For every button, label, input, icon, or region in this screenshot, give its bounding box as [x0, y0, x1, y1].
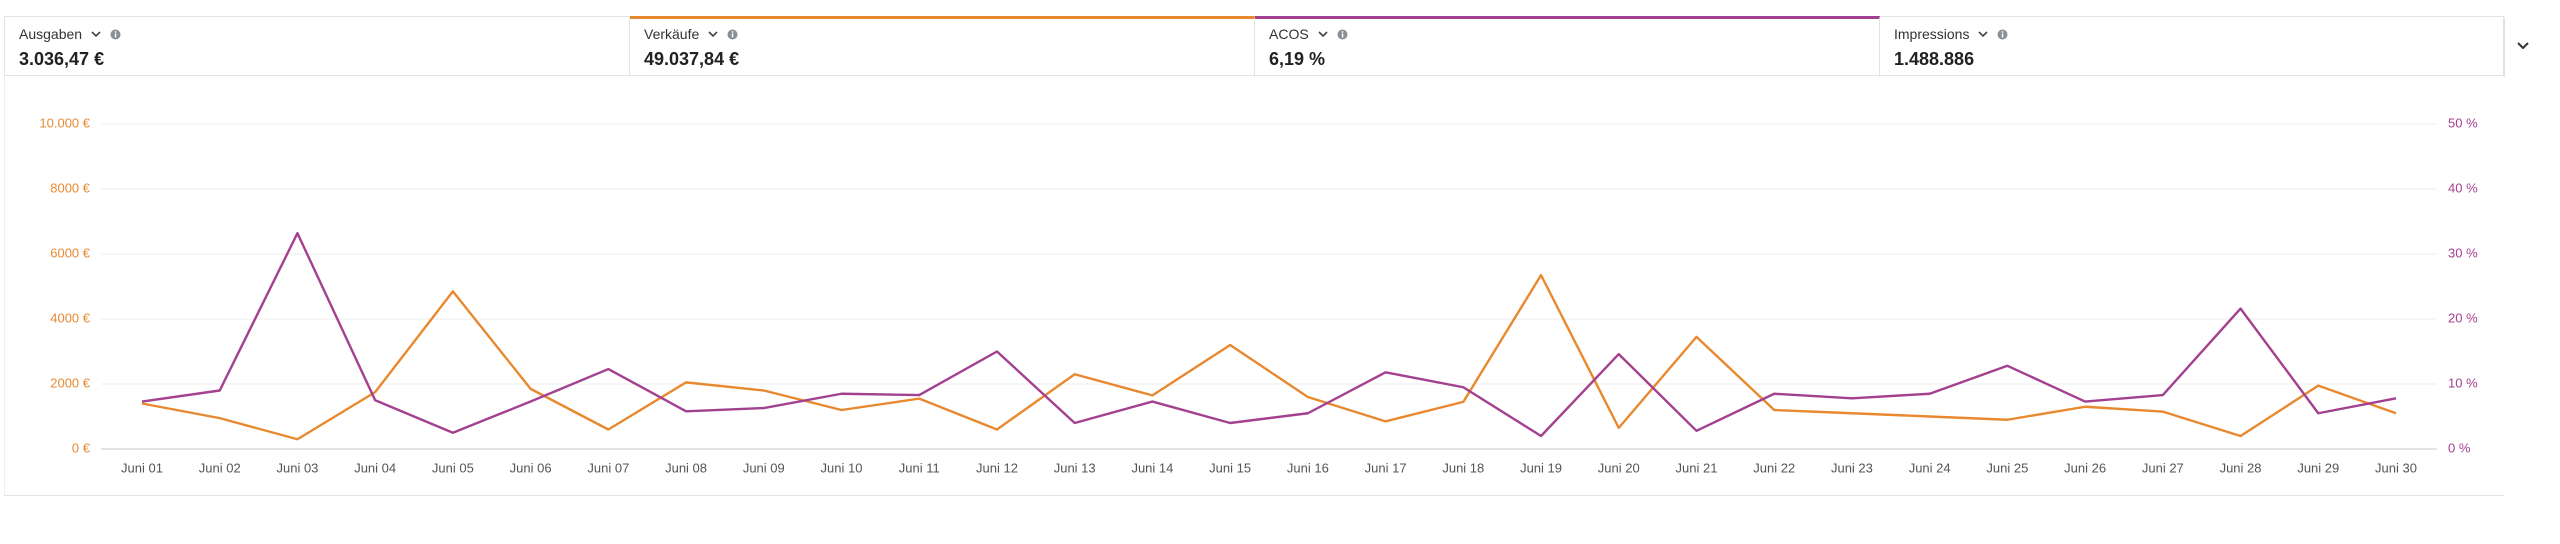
- x-tick-label: Juni 24: [1909, 460, 1951, 475]
- metric-name: ACOS: [1269, 26, 1309, 42]
- x-tick-label: Juni 07: [587, 460, 629, 475]
- x-tick-label: Juni 12: [976, 460, 1018, 475]
- info-icon[interactable]: [110, 29, 121, 40]
- y2-tick-label: 10 %: [2448, 375, 2478, 390]
- x-tick-label: Juni 26: [2064, 460, 2106, 475]
- info-icon[interactable]: [1337, 29, 1348, 40]
- dropdown-caret[interactable]: [1977, 30, 1989, 38]
- metric-bar: Ausgaben 3.036,47 € Verkäufe 49.037,84 € ACO…: [4, 16, 2505, 77]
- x-tick-label: Juni 25: [1986, 460, 2028, 475]
- x-tick-label: Juni 08: [665, 460, 707, 475]
- x-tick-label: Juni 20: [1598, 460, 1640, 475]
- info-icon[interactable]: [1997, 29, 2008, 40]
- x-tick-label: Juni 16: [1287, 460, 1329, 475]
- x-tick-label: Juni 30: [2375, 460, 2417, 475]
- expand-chevron[interactable]: [2515, 40, 2531, 52]
- metric-tab[interactable]: Verkäufe 49.037,84 €: [630, 16, 1255, 77]
- metric-value: 49.037,84 €: [644, 49, 740, 69]
- x-tick-label: Juni 05: [432, 460, 474, 475]
- y2-tick-label: 20 %: [2448, 310, 2478, 325]
- x-tick-label: Juni 09: [743, 460, 785, 475]
- x-tick-label: Juni 15: [1209, 460, 1251, 475]
- y-tick-label: 10.000 €: [39, 115, 90, 130]
- y2-tick-label: 50 %: [2448, 115, 2478, 130]
- metric-value: 3.036,47 €: [19, 49, 105, 69]
- dropdown-caret[interactable]: [1317, 30, 1329, 38]
- metric-label: Ausgaben: [19, 26, 121, 42]
- x-tick-label: Juni 02: [199, 460, 241, 475]
- x-tick-label: Juni 23: [1831, 460, 1873, 475]
- x-tick-label: Juni 29: [2297, 460, 2339, 475]
- metric-name: Ausgaben: [19, 26, 83, 42]
- x-tick-label: Juni 01: [121, 460, 163, 475]
- x-tick-label: Juni 10: [821, 460, 863, 475]
- y-tick-label: 4000 €: [50, 310, 91, 325]
- line-series: [141, 231, 2397, 438]
- y2-tick-label: 40 %: [2448, 180, 2478, 195]
- x-tick-label: Juni 13: [1054, 460, 1096, 475]
- metric-label: Impressions: [1894, 26, 2008, 42]
- metric-label: Verkäufe: [644, 26, 738, 42]
- metric-tab[interactable]: ACOS 6,19 %: [1255, 16, 1880, 77]
- info-icon[interactable]: [727, 29, 738, 40]
- x-tick-label: Juni 03: [276, 460, 318, 475]
- y-tick-label: 0 €: [72, 440, 91, 455]
- x-tick-label: Juni 27: [2142, 460, 2184, 475]
- x-tick-label: Juni 18: [1442, 460, 1484, 475]
- metric-value: 6,19 %: [1269, 49, 1326, 69]
- chart-frame: [4, 76, 2504, 496]
- metric-label: ACOS: [1269, 26, 1348, 42]
- x-tick-label: Juni 14: [1131, 460, 1173, 475]
- x-tick-label: Juni 19: [1520, 460, 1562, 475]
- dropdown-caret[interactable]: [707, 30, 719, 38]
- y-tick-label: 2000 €: [50, 375, 91, 390]
- x-tick-label: Juni 17: [1365, 460, 1407, 475]
- y2-tick-label: 30 %: [2448, 245, 2478, 260]
- line-series: [141, 273, 2397, 441]
- x-tick-label: Juni 04: [354, 460, 396, 475]
- y-tick-label: 8000 €: [50, 180, 91, 195]
- x-tick-label: Juni 28: [2220, 460, 2262, 475]
- metric-name: Impressions: [1894, 26, 1970, 42]
- metric-tab[interactable]: Ausgaben 3.036,47 €: [5, 16, 630, 77]
- metric-name: Verkäufe: [644, 26, 700, 42]
- x-tick-label: Juni 06: [510, 460, 552, 475]
- x-tick-label: Juni 22: [1753, 460, 1795, 475]
- dropdown-caret[interactable]: [90, 30, 102, 38]
- x-tick-label: Juni 11: [899, 460, 940, 475]
- y2-tick-label: 0 %: [2448, 440, 2471, 455]
- y-tick-label: 6000 €: [50, 245, 91, 260]
- x-tick-label: Juni 21: [1676, 460, 1718, 475]
- metric-tab[interactable]: Impressions 1.488.886: [1880, 16, 2505, 77]
- metric-value: 1.488.886: [1894, 49, 1975, 69]
